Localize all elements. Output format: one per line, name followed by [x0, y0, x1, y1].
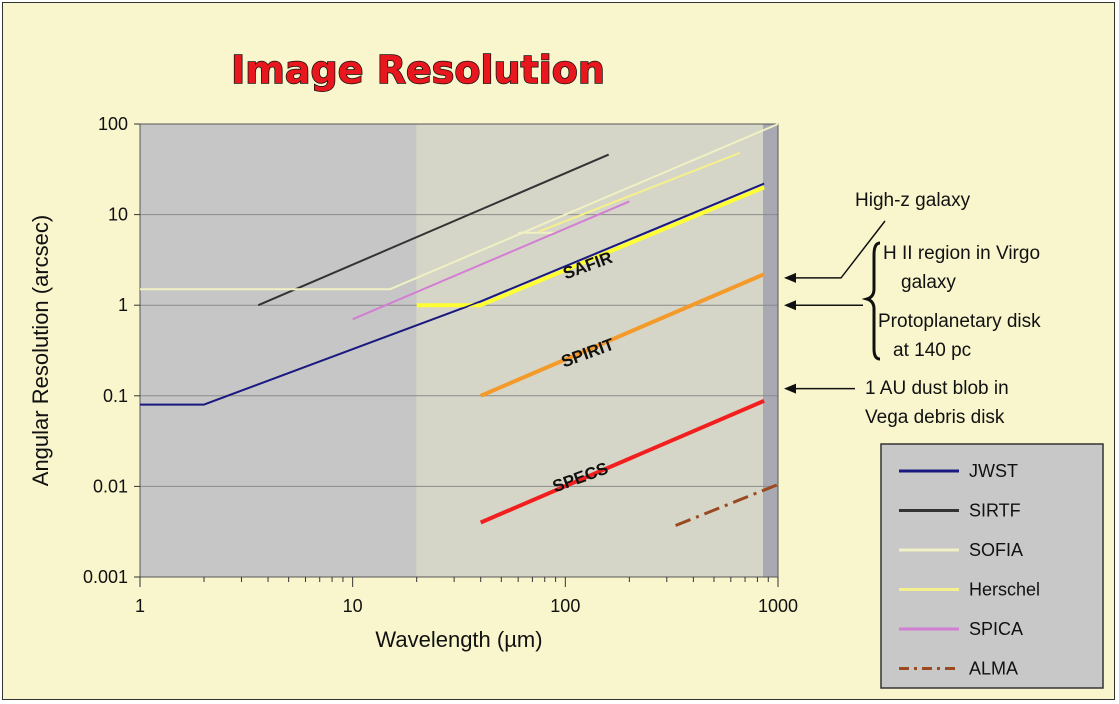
- y-tick-label: 0.001: [83, 567, 128, 587]
- series-line-sofia: [140, 123, 779, 291]
- x-tick-label: 1000: [758, 596, 798, 616]
- x-tick-label: 10: [343, 596, 363, 616]
- annotation-protoplanetary-arrow-head: [784, 300, 796, 311]
- annotation-hii: H II region in Virgo: [883, 243, 1040, 264]
- legend-label-spica: SPICA: [969, 619, 1023, 639]
- plot-region-0: [140, 124, 417, 577]
- plot-border: [139, 123, 779, 578]
- x-tick-label: 100: [550, 596, 580, 616]
- legend-label-herschel: Herschel: [969, 580, 1040, 600]
- series-line-alma: [675, 483, 779, 527]
- annotation-bracket: [861, 241, 881, 361]
- plot-region-2: [762, 124, 778, 577]
- annotation-hii-line2: galaxy: [901, 272, 956, 293]
- y-tick-label: 1: [118, 295, 128, 315]
- series-line-safir: [416, 185, 765, 308]
- series-line-spica: [352, 200, 630, 321]
- annotation-vega-line2: Vega debris disk: [865, 407, 1005, 428]
- annotation-high-z: High-z galaxy: [855, 190, 971, 211]
- y-tick-label: 0.01: [93, 476, 128, 496]
- legend-label-sirtf: SIRTF: [969, 501, 1021, 521]
- annotation-high-z-arrowhead: [784, 272, 796, 283]
- chart: Image Resolution 1 10 100 1000 0.001 0.01 0.1 1…: [28, 47, 1104, 689]
- annotation-vega-arrow-head: [784, 383, 796, 394]
- y-tick-label: 100: [98, 114, 128, 134]
- annotation-protoplanetary-line2: at 140 pc: [893, 340, 971, 361]
- y-axis-label: Angular Resolution (arcsec): [28, 215, 53, 486]
- series-line-sirtf: [257, 153, 610, 307]
- annotation-high-z-leader: [796, 220, 886, 279]
- series-line-spirit: [479, 272, 765, 398]
- x-axis-label: Wavelength (µm): [375, 627, 542, 652]
- series-line-specs: [479, 398, 765, 525]
- y-tick-label: 0.1: [103, 386, 128, 406]
- legend-label-jwst: JWST: [969, 461, 1018, 481]
- series-line-herschel: [538, 151, 740, 233]
- legend-label-alma: ALMA: [969, 659, 1018, 679]
- series-line-jwst-overlay: [140, 182, 765, 406]
- annotation-protoplanetary: Protoplanetary disk: [878, 311, 1041, 332]
- legend-box: [880, 443, 1104, 689]
- annotation-vega: 1 AU dust blob in: [865, 378, 1009, 399]
- y-tick-label: 10: [108, 205, 128, 225]
- legend-label-sofia: SOFIA: [969, 540, 1023, 560]
- x-tick-label: 1: [135, 596, 145, 616]
- chart-title: Image Resolution: [231, 48, 605, 92]
